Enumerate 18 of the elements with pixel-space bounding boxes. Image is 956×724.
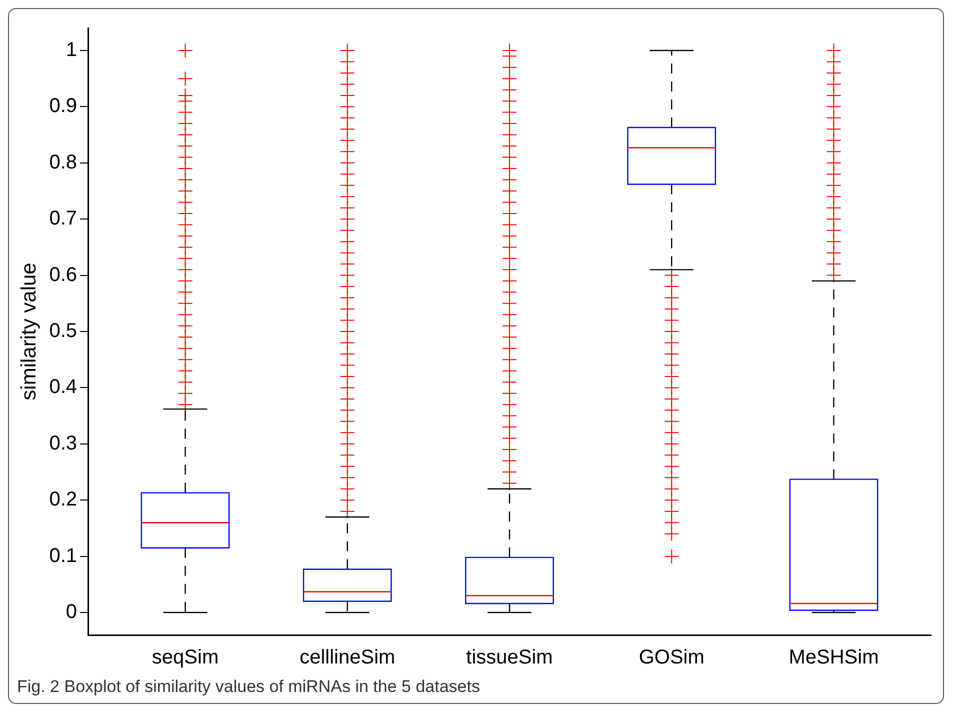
y-tick-label: 0 [66,601,78,624]
y-tick-label: 0.7 [49,208,78,230]
y-tick-label: 0.6 [49,264,78,286]
y-tick-label: 0.5 [49,320,78,342]
y-tick-label: 0.2 [49,488,78,511]
y-tick-label: 1 [66,38,78,61]
y-tick-label: 0.4 [49,376,78,398]
y-tick-label: 0.8 [49,151,78,174]
caption: Fig. 2 Boxplot of similarity values of miRNAs in the 5 datasets [17,677,481,697]
x-tick-label: MeSHSim [788,646,879,669]
y-tick-label: 0.1 [49,544,78,567]
y-tick-label: 0.9 [49,95,78,118]
x-tick-label: GOSim [638,646,704,669]
x-tick-label: celllineSim [300,646,396,669]
x-tick-label: tissueSim [466,646,553,669]
y-tick-label: 0.3 [49,432,78,454]
y-axis-title: similarity value [17,262,40,400]
x-tick-label: seqSim [152,646,219,669]
